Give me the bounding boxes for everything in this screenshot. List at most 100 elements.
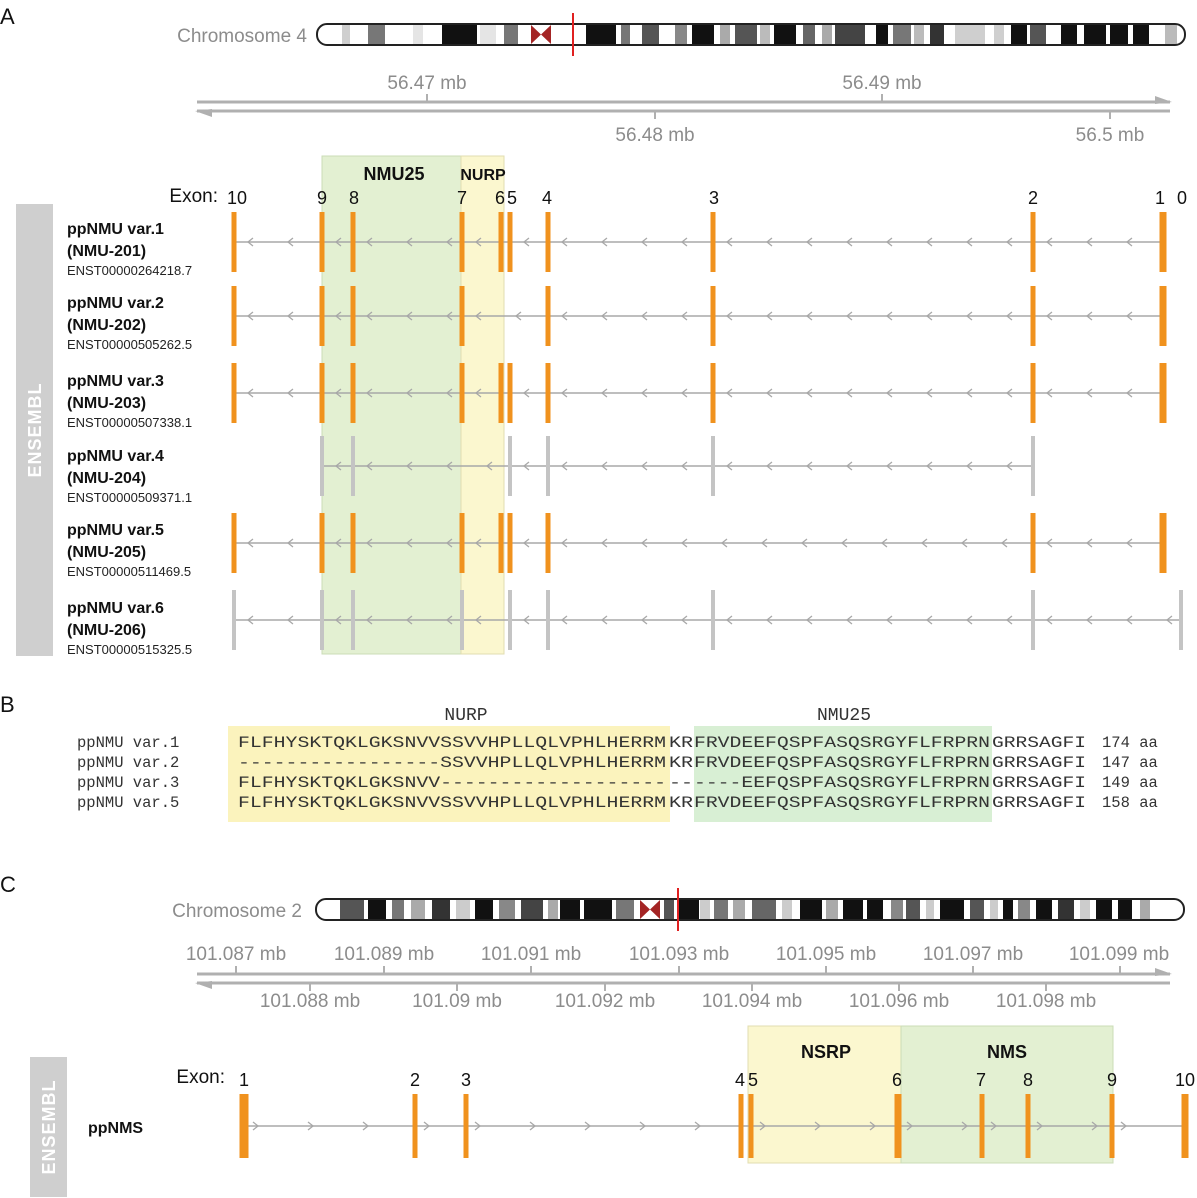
strand-direction-icon (1165, 615, 1173, 625)
strand-direction-icon (334, 461, 342, 471)
scale-tick-label: 56.47 mb (387, 73, 466, 94)
alignment-length: 147 aa (1102, 754, 1158, 772)
chromosome-band (714, 899, 728, 920)
exon-block (1031, 436, 1035, 496)
strand-direction-icon (445, 311, 453, 321)
strand-direction-icon (885, 388, 893, 398)
exon-block (1159, 286, 1167, 346)
scale-tick-label: 101.098 mb (996, 991, 1096, 1012)
chromosome-band (720, 24, 730, 45)
exon-number-label: 9 (1107, 1070, 1117, 1090)
strand-direction-icon (765, 388, 773, 398)
chromosome-band (782, 899, 792, 920)
strand-direction-icon (560, 311, 568, 321)
strand-direction-icon (960, 538, 968, 548)
strand-direction-icon (514, 311, 522, 321)
strand-direction-icon (885, 615, 893, 625)
transcript-track-c (239, 1094, 1189, 1158)
alignment-nurp-seq: -----------------SSVVHPLLQLVPHLHERRM (238, 754, 666, 772)
chromosome-band (994, 24, 1004, 45)
strand-direction-icon (725, 237, 733, 247)
alignment-row-label: ppNMU var.2 (77, 754, 179, 772)
exon-block (459, 513, 465, 573)
strand-direction-icon (805, 615, 813, 625)
chromosome-band (368, 24, 385, 45)
strand-direction-icon (640, 388, 648, 398)
strand-direction-icon (965, 461, 973, 471)
chromosome-band (521, 899, 543, 920)
exon-block (231, 212, 237, 272)
exon-header-label: Exon: (176, 1067, 225, 1088)
exon-block (459, 212, 465, 272)
exon-number-labels-c: 1 2 3 4 5 6 7 8 9 10 (239, 1070, 1195, 1090)
alignment-kr-seq: -- (669, 774, 693, 792)
strand-direction-icon (1125, 538, 1133, 548)
exon-number-label: 2 (1028, 188, 1038, 208)
exon-block (498, 513, 504, 573)
transcript-name: ppNMU var.6 (67, 600, 164, 617)
transcript-labels-a: ppNMU var.1 (NMU-201) ENST00000264218.7 … (67, 221, 192, 657)
scale-tick-label: 101.097 mb (923, 944, 1023, 965)
strand-direction-icon (600, 461, 608, 471)
strand-direction-icon (474, 311, 482, 321)
chromosome-band (1080, 899, 1090, 920)
alignment-nmu-seq: FRVDEEFQSPFASQSRGYFLFRPRN (694, 794, 990, 812)
strand-direction-icon (1036, 1121, 1044, 1131)
alignment-row: ppNMU var.2 -----------------SSVVHPLLQLV… (77, 754, 1158, 772)
exon-number-label: 4 (735, 1070, 745, 1090)
nms-region-label: NMS (987, 1042, 1027, 1062)
alignment-length: 158 aa (1102, 794, 1158, 812)
exon-block (738, 1094, 744, 1158)
strand-direction-icon (1045, 388, 1053, 398)
strand-direction-icon (925, 237, 933, 247)
exon-block (711, 436, 715, 496)
chromosome-band (1110, 24, 1128, 45)
exon-block (498, 212, 504, 272)
chromosome-band (584, 899, 612, 920)
strand-direction-icon (680, 615, 688, 625)
chromosome-band (679, 899, 699, 920)
alignment-tail-seq: GRRSAGFI (992, 754, 1086, 772)
transcript-tracks-a (231, 212, 1183, 650)
strand-direction-icon (961, 1121, 969, 1131)
strand-direction-icon (1120, 1121, 1128, 1131)
exon-block (320, 590, 324, 650)
chromosome-band (930, 24, 944, 45)
strand-direction-icon (805, 311, 813, 321)
strand-direction-icon (765, 311, 773, 321)
strand-direction-icon (765, 615, 773, 625)
scale-tick-label: 101.09 mb (412, 991, 502, 1012)
strand-direction-icon (522, 538, 530, 548)
strand-direction-icon (885, 461, 893, 471)
chromosome-2-ideogram (315, 888, 1185, 931)
scale-arrow-left-icon (195, 981, 212, 989)
strand-direction-icon (405, 461, 413, 471)
exon-number-label: 3 (709, 188, 719, 208)
strand-direction-icon (805, 388, 813, 398)
ensembl-side-bar (16, 204, 53, 656)
strand-direction-icon (560, 388, 568, 398)
strand-direction-icon (760, 538, 768, 548)
chromosome-band (1036, 899, 1052, 920)
exon-block (507, 363, 513, 423)
alignment-row-label: ppNMU var.5 (77, 794, 179, 812)
exon-number-label: 8 (1023, 1070, 1033, 1090)
chromosome-band (835, 24, 865, 45)
exon-number-label: 10 (227, 188, 247, 208)
exon-block (232, 590, 236, 650)
exon-block (350, 286, 356, 346)
chromosome-band (692, 24, 714, 45)
alignment-nurp-seq: FLFHYSKTQKLGKSNVVSSVVHPLLQLVPHLHERRM (238, 734, 666, 752)
chromosome-band (990, 899, 998, 920)
strand-direction-icon (365, 237, 373, 247)
strand-direction-icon (1005, 237, 1013, 247)
scale-tick-label: 101.094 mb (702, 991, 802, 1012)
chromosome-band (642, 24, 659, 45)
strand-direction-icon (286, 388, 294, 398)
transcript-alias: (NMU-201) (67, 243, 146, 260)
strand-direction-icon (845, 615, 853, 625)
alignment-row: ppNMU var.3 FLFHYSKTQKLGKSNVV-----------… (77, 774, 1158, 792)
strand-direction-icon (334, 615, 342, 625)
strand-direction-icon (600, 311, 608, 321)
strand-direction-icon (680, 538, 688, 548)
